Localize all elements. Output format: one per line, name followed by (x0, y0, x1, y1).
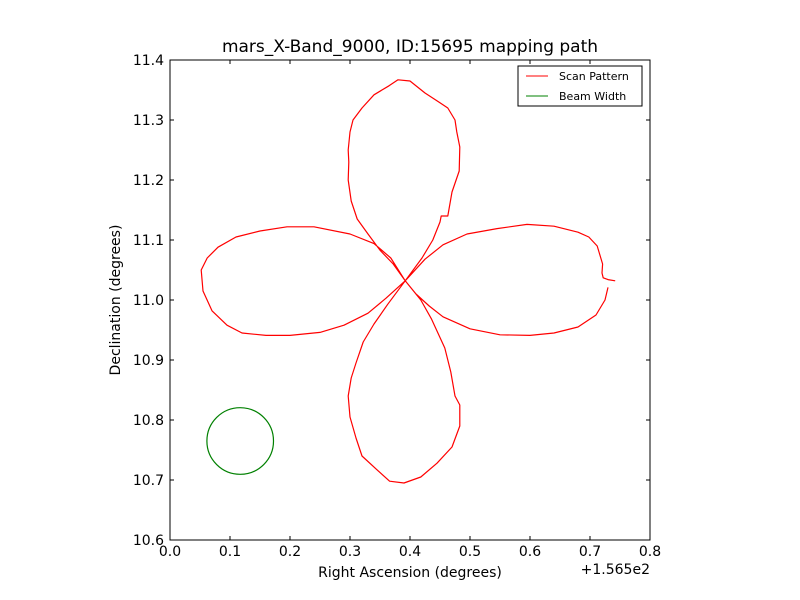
x-tick-label: 0.3 (339, 544, 361, 560)
y-axis: 10.6 10.7 10.8 10.9 11.0 11.1 11.2 11.3 11.4 (133, 53, 650, 549)
legend-box (517, 65, 643, 107)
legend: Scan Pattern Beam Width (517, 65, 643, 107)
y-tick-label: 10.8 (133, 413, 164, 429)
series-layer (200, 79, 616, 484)
y-tick-label: 11.1 (133, 233, 164, 249)
y-axis-label: Declination (degrees) (108, 225, 124, 376)
x-tick-label: 0.6 (519, 544, 541, 560)
chart-title: mars_X-Band_9000, ID:15695 mapping path (222, 37, 598, 57)
y-tick-label: 10.7 (133, 473, 164, 489)
plot-area-background (170, 60, 650, 540)
x-tick-label: 0.0 (159, 544, 181, 560)
legend-label-scan-pattern: Scan Pattern (559, 70, 629, 83)
y-tick-label: 11.4 (133, 53, 164, 69)
y-tick-label: 11.3 (133, 113, 164, 129)
x-tick-label: 0.1 (219, 544, 241, 560)
x-tick-label: 0.8 (639, 544, 661, 560)
y-tick-label: 10.9 (133, 353, 164, 369)
x-tick-label: 0.5 (459, 544, 481, 560)
series-line-scan-pattern (200, 79, 616, 484)
y-tick-label: 11.2 (133, 173, 164, 189)
x-axis-offset-label: +1.565e2 (581, 562, 650, 578)
y-tick-label: 11.0 (133, 293, 164, 309)
x-axis: 0.0 0.1 0.2 0.3 0.4 0.5 0.6 0.7 0.8 (159, 60, 661, 560)
x-tick-label: 0.2 (279, 544, 301, 560)
x-axis-label: Right Ascension (degrees) (318, 565, 502, 581)
x-tick-label: 0.7 (579, 544, 601, 560)
x-tick-label: 0.4 (399, 544, 421, 560)
series-circle-beam-width (206, 407, 275, 475)
y-tick-label: 10.6 (133, 533, 164, 549)
legend-label-beam-width: Beam Width (559, 90, 626, 103)
